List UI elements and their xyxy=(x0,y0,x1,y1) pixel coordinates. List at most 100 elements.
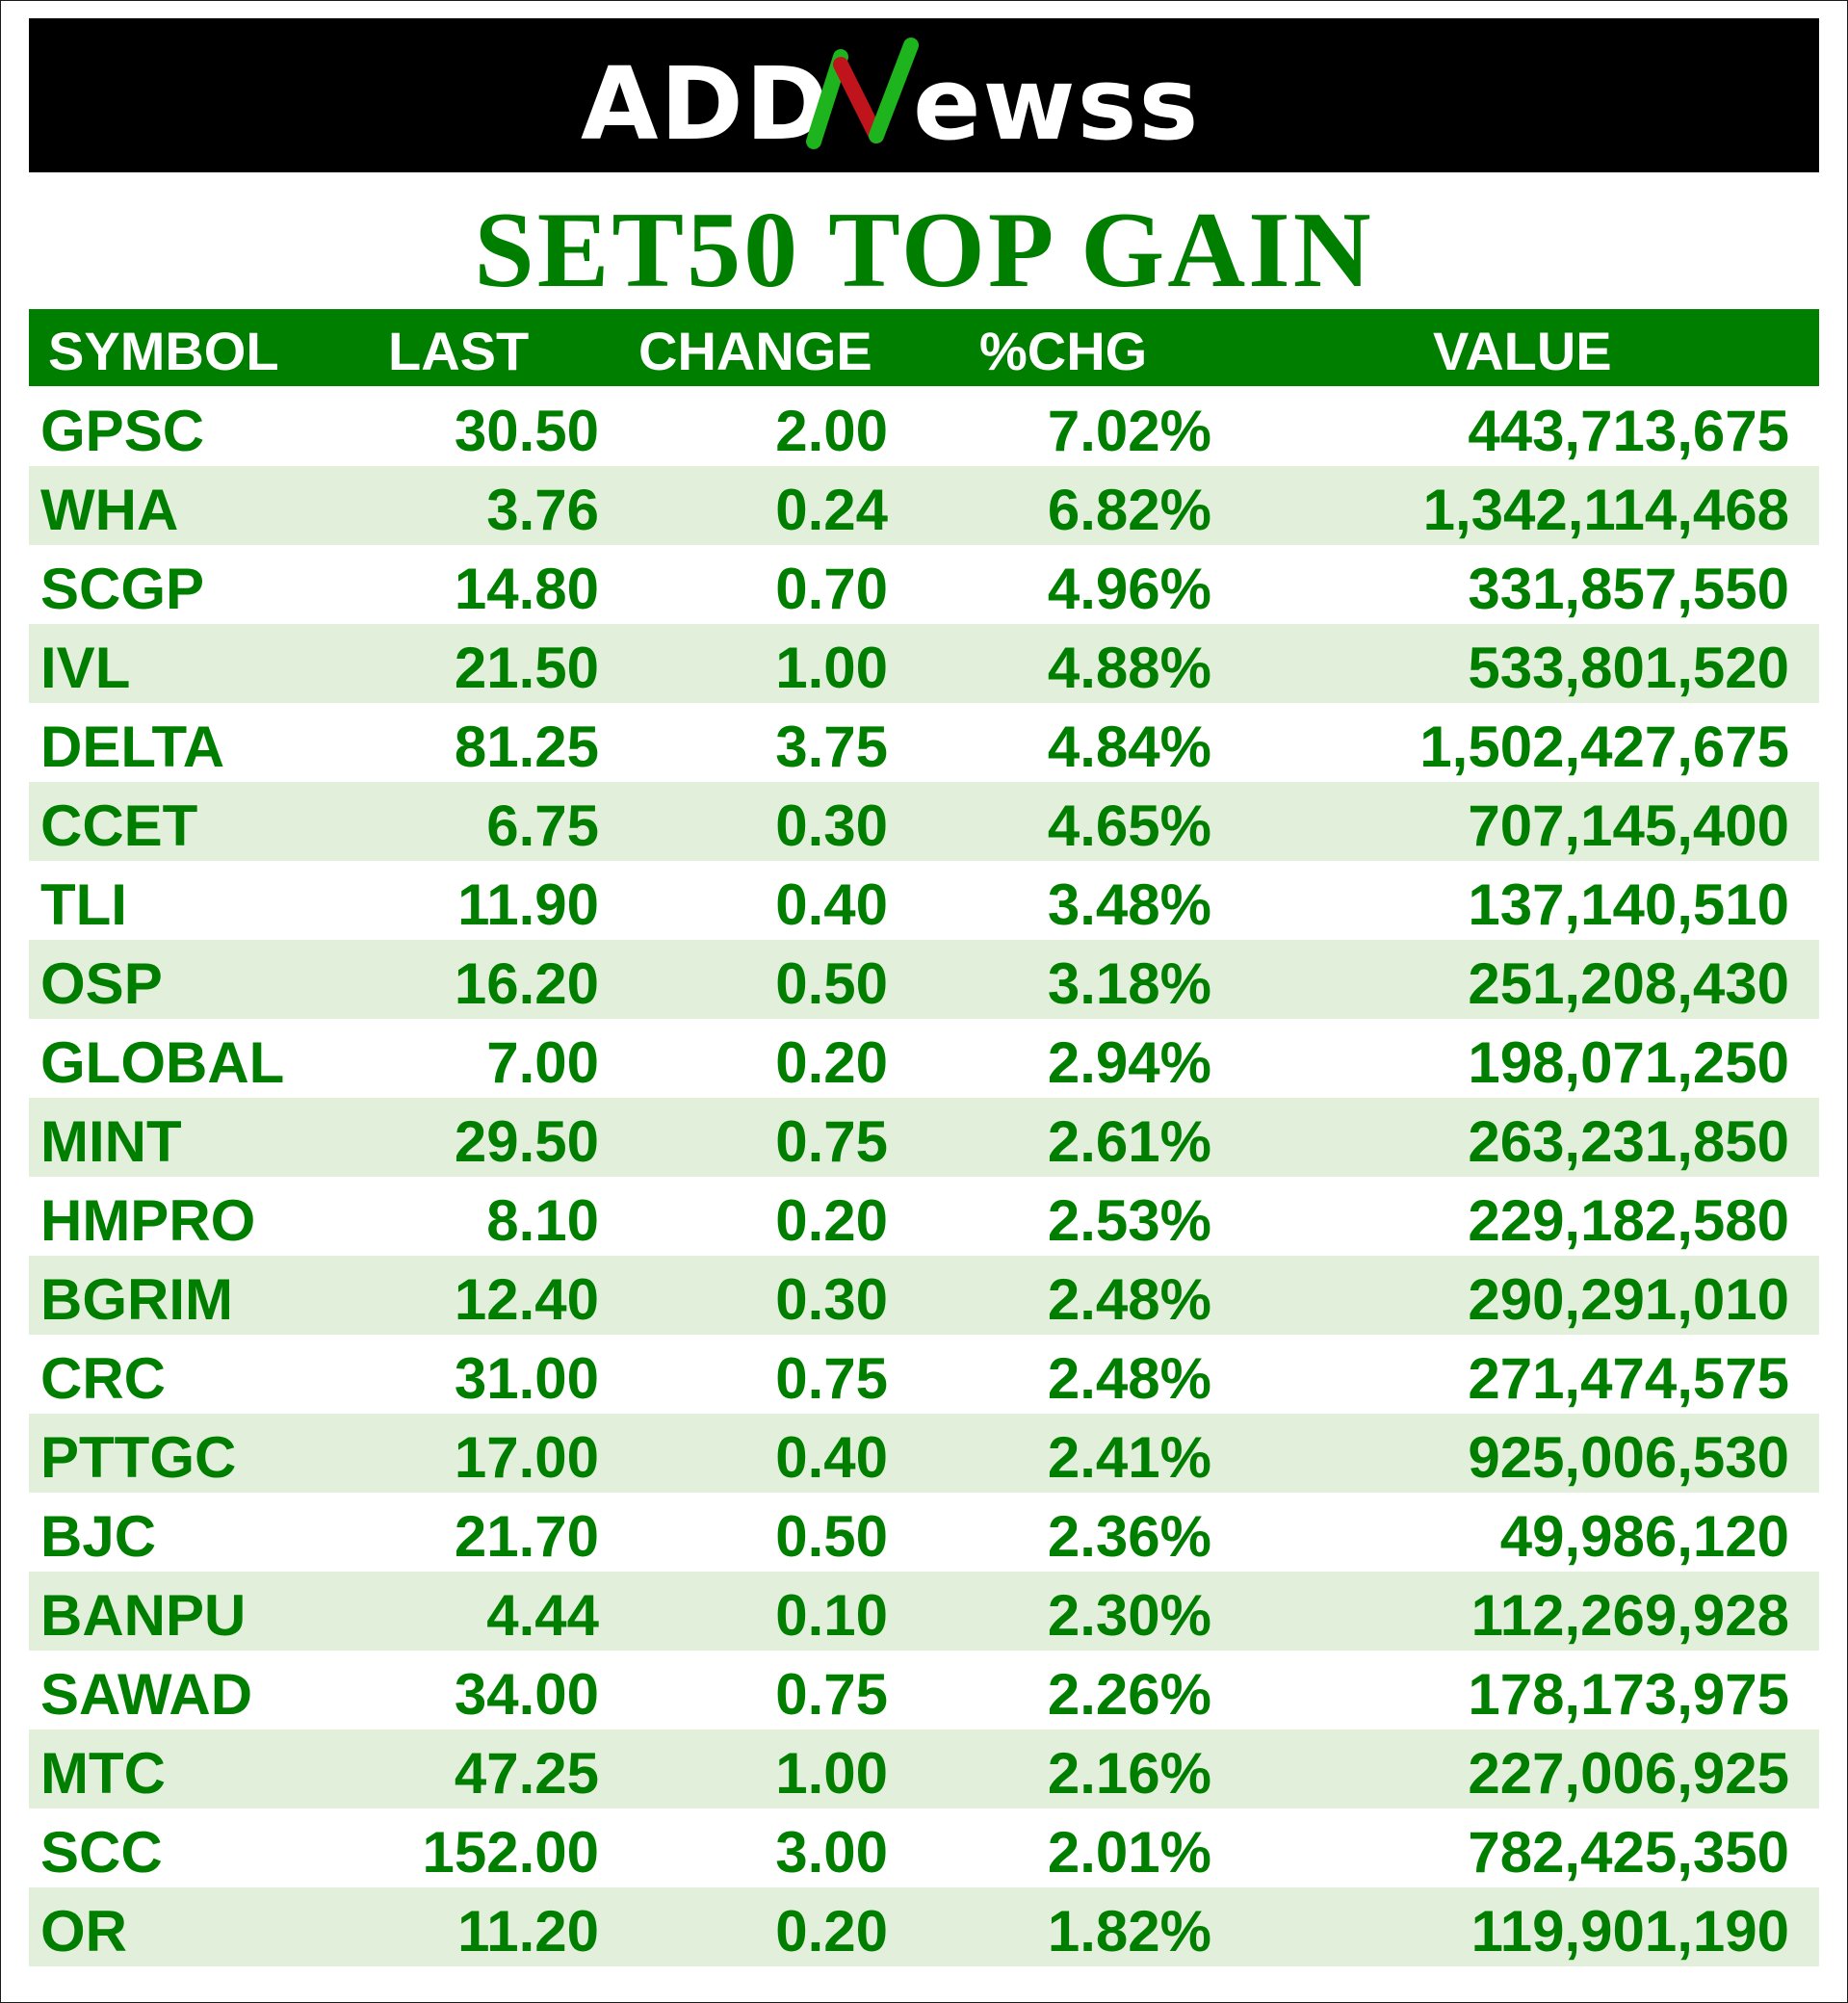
value-cell: 49,986,120 xyxy=(1499,1504,1789,1569)
symbol-cell: TLI xyxy=(40,872,127,937)
last-cell: 4.44 xyxy=(486,1583,599,1648)
table-row: SAWAD 34.00 0.75 2.26% 178,173,975 xyxy=(29,1651,1819,1730)
table-row: MINT 29.50 0.75 2.61% 263,231,850 xyxy=(29,1098,1819,1177)
symbol-cell: SAWAD xyxy=(40,1662,253,1727)
symbol-cell: SCC xyxy=(40,1820,163,1885)
value-cell: 1,342,114,468 xyxy=(1422,478,1789,542)
change-cell: 3.00 xyxy=(775,1820,888,1885)
value-cell: 178,173,975 xyxy=(1468,1662,1789,1727)
pct-change-cell: 3.18% xyxy=(1047,951,1211,1016)
pct-change-cell: 2.94% xyxy=(1047,1030,1211,1095)
header-last: LAST xyxy=(388,321,530,381)
last-cell: 81.25 xyxy=(454,715,599,779)
change-cell: 1.00 xyxy=(775,636,888,700)
last-cell: 12.40 xyxy=(454,1267,599,1332)
value-cell: 1,502,427,675 xyxy=(1419,715,1789,779)
change-cell: 1.00 xyxy=(775,1741,888,1806)
table-row: CCET 6.75 0.30 4.65% 707,145,400 xyxy=(29,782,1819,861)
symbol-cell: PTTGC xyxy=(40,1425,237,1490)
value-cell: 782,425,350 xyxy=(1468,1820,1789,1885)
header-value: VALUE xyxy=(1433,321,1612,381)
value-cell: 925,006,530 xyxy=(1468,1425,1789,1490)
last-cell: 7.00 xyxy=(486,1030,599,1095)
logo-n-mark xyxy=(806,38,919,149)
value-cell: 707,145,400 xyxy=(1468,793,1789,858)
value-cell: 119,901,190 xyxy=(1471,1899,1789,1964)
last-cell: 3.76 xyxy=(486,478,599,542)
change-cell: 0.75 xyxy=(775,1346,888,1411)
table-row: BANPU 4.44 0.10 2.30% 112,269,928 xyxy=(29,1572,1819,1651)
change-cell: 0.40 xyxy=(775,872,888,937)
pct-change-cell: 7.02% xyxy=(1047,399,1211,463)
header-change: CHANGE xyxy=(638,321,872,381)
symbol-cell: BGRIM xyxy=(40,1267,233,1332)
value-cell: 112,269,928 xyxy=(1471,1583,1789,1648)
pct-change-cell: 4.96% xyxy=(1047,557,1211,621)
value-cell: 533,801,520 xyxy=(1468,636,1789,700)
last-cell: 34.00 xyxy=(454,1662,599,1727)
pct-change-cell: 2.26% xyxy=(1047,1662,1211,1727)
change-cell: 2.00 xyxy=(775,399,888,463)
pct-change-cell: 2.61% xyxy=(1047,1109,1211,1174)
change-cell: 0.20 xyxy=(775,1030,888,1095)
symbol-cell: OSP xyxy=(40,951,163,1016)
change-cell: 0.20 xyxy=(775,1188,888,1253)
table-row: BGRIM 12.40 0.30 2.48% 290,291,010 xyxy=(29,1256,1819,1335)
table-row: WHA 3.76 0.24 6.82% 1,342,114,468 xyxy=(29,466,1819,545)
pct-change-cell: 3.48% xyxy=(1047,872,1211,937)
change-cell: 0.30 xyxy=(775,1267,888,1332)
value-cell: 263,231,850 xyxy=(1468,1109,1789,1174)
pct-change-cell: 2.53% xyxy=(1047,1188,1211,1253)
symbol-cell: GLOBAL xyxy=(40,1030,285,1095)
pct-change-cell: 2.48% xyxy=(1047,1346,1211,1411)
symbol-cell: BJC xyxy=(40,1504,157,1569)
value-cell: 137,140,510 xyxy=(1468,872,1789,937)
pct-change-cell: 2.16% xyxy=(1047,1741,1211,1806)
header-pct-change: %CHG xyxy=(979,321,1148,381)
value-cell: 331,857,550 xyxy=(1468,557,1789,621)
change-cell: 0.20 xyxy=(775,1899,888,1964)
value-cell: 229,182,580 xyxy=(1468,1188,1789,1253)
page-title: SET50 TOP GAIN xyxy=(474,191,1374,310)
table-row: TLI 11.90 0.40 3.48% 137,140,510 xyxy=(29,861,1819,940)
table-row: CRC 31.00 0.75 2.48% 271,474,575 xyxy=(29,1335,1819,1414)
last-cell: 29.50 xyxy=(454,1109,599,1174)
last-cell: 11.90 xyxy=(457,872,599,937)
pct-change-cell: 6.82% xyxy=(1047,478,1211,542)
addnewss-logo: ADD ewss xyxy=(581,38,1198,163)
last-cell: 30.50 xyxy=(454,399,599,463)
symbol-cell: IVL xyxy=(40,636,131,700)
change-cell: 0.24 xyxy=(775,478,888,542)
pct-change-cell: 4.84% xyxy=(1047,715,1211,779)
pct-change-cell: 1.82% xyxy=(1047,1899,1211,1964)
last-cell: 21.70 xyxy=(454,1504,599,1569)
table-row: SCC 152.00 3.00 2.01% 782,425,350 xyxy=(29,1808,1819,1887)
last-cell: 6.75 xyxy=(486,793,599,858)
symbol-cell: CCET xyxy=(40,793,198,858)
logo-n-diagonal-stroke xyxy=(833,57,884,143)
value-cell: 198,071,250 xyxy=(1468,1030,1789,1095)
table-row: DELTA 81.25 3.75 4.84% 1,502,427,675 xyxy=(29,703,1819,782)
table-row: MTC 47.25 1.00 2.16% 227,006,925 xyxy=(29,1730,1819,1808)
last-cell: 21.50 xyxy=(454,636,599,700)
change-cell: 0.75 xyxy=(775,1109,888,1174)
logo-banner: ADD ewss xyxy=(29,18,1819,172)
value-cell: 443,713,675 xyxy=(1468,399,1789,463)
table-body: GPSC 30.50 2.00 7.02% 443,713,675 WHA 3.76 0.24… xyxy=(29,387,1819,1966)
table-row: GLOBAL 7.00 0.20 2.94% 198,071,250 xyxy=(29,1019,1819,1098)
value-cell: 271,474,575 xyxy=(1468,1346,1789,1411)
last-cell: 8.10 xyxy=(486,1188,599,1253)
symbol-cell: SCGP xyxy=(40,557,205,621)
pct-change-cell: 4.65% xyxy=(1047,793,1211,858)
table-row: OR 11.20 0.20 1.82% 119,901,190 xyxy=(29,1887,1819,1966)
last-cell: 14.80 xyxy=(454,557,599,621)
last-cell: 17.00 xyxy=(454,1425,599,1490)
logo-n-right-stroke xyxy=(869,38,919,143)
change-cell: 0.70 xyxy=(775,557,888,621)
last-cell: 152.00 xyxy=(422,1820,599,1885)
last-cell: 47.25 xyxy=(454,1741,599,1806)
pct-change-cell: 2.36% xyxy=(1047,1504,1211,1569)
table-row: OSP 16.20 0.50 3.18% 251,208,430 xyxy=(29,940,1819,1019)
pct-change-cell: 2.30% xyxy=(1047,1583,1211,1648)
symbol-cell: MINT xyxy=(40,1109,182,1174)
